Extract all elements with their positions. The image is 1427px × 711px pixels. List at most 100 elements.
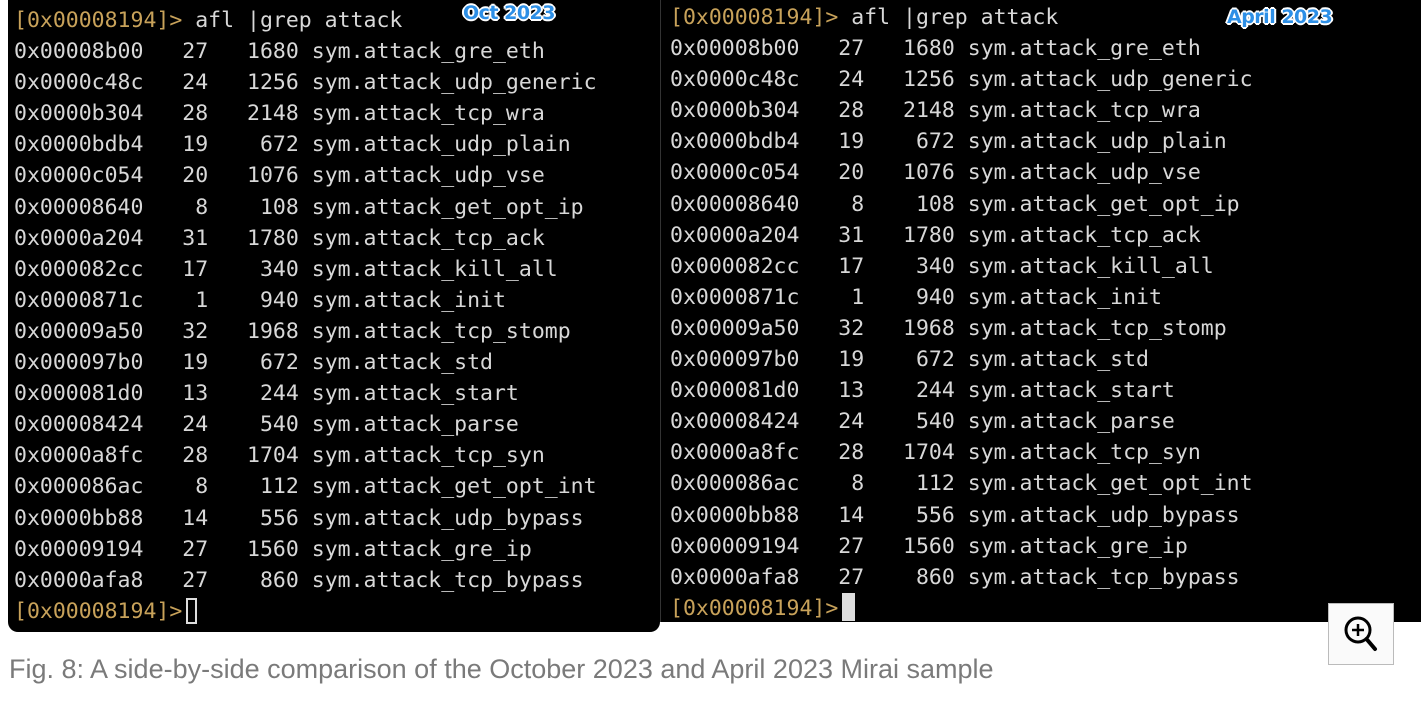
function-nbbs: 28 (838, 440, 865, 466)
function-address: 0x0000c48c (14, 70, 144, 96)
function-address: 0x000097b0 (14, 350, 144, 376)
function-nbbs: 17 (182, 256, 209, 282)
function-size: 540 (259, 412, 299, 438)
function-list: 0x00008b00 27 1680 sym.attack_gre_eth 0x0… (670, 33, 1253, 593)
function-row: 0x000086ac 8 112 sym.attack_get_opt_int (670, 468, 1253, 499)
function-address: 0x000082cc (670, 253, 800, 279)
figure-caption: Fig. 8: A side-by-side comparison of the… (9, 654, 994, 684)
function-size: 2148 (247, 101, 299, 127)
function-address: 0x0000b304 (14, 101, 144, 127)
function-name: sym.attack_std (311, 350, 493, 376)
function-address: 0x000081d0 (670, 378, 800, 404)
function-name: sym.attack_gre_eth (967, 36, 1201, 62)
function-name: sym.attack_tcp_bypass (967, 564, 1240, 590)
function-size: 112 (915, 471, 955, 497)
function-address: 0x0000871c (670, 284, 800, 310)
function-row: 0x00009194 27 1560 sym.attack_gre_ip (14, 534, 597, 565)
function-name: sym.attack_udp_plain (967, 129, 1227, 155)
prompt-line: [0x00008194]> (670, 592, 1253, 622)
function-row: 0x000086ac 8 112 sym.attack_get_opt_int (14, 471, 597, 502)
function-name: sym.attack_tcp_wra (311, 101, 545, 127)
prompt: [0x00008194]> (670, 595, 839, 621)
function-size: 340 (259, 256, 299, 282)
function-row: 0x0000c48c 24 1256 sym.attack_udp_generi… (14, 67, 597, 98)
function-address: 0x0000c48c (670, 67, 800, 93)
function-size: 108 (259, 194, 299, 220)
function-name: sym.attack_get_opt_ip (311, 194, 584, 220)
function-address: 0x0000a8fc (14, 443, 144, 469)
function-nbbs: 13 (182, 381, 209, 407)
prompt: [0x00008194]> (14, 8, 183, 33)
function-address: 0x000081d0 (14, 381, 144, 407)
function-nbbs: 28 (182, 443, 209, 469)
function-nbbs: 20 (838, 160, 865, 186)
function-name: sym.attack_gre_eth (311, 39, 545, 65)
function-name: sym.attack_tcp_syn (311, 443, 545, 469)
function-address: 0x00008b00 (670, 36, 800, 62)
function-name: sym.attack_init (967, 284, 1162, 310)
function-row: 0x00009a50 32 1968 sym.attack_tcp_stomp (670, 313, 1253, 344)
function-row: 0x0000afa8 27 860 sym.attack_tcp_bypass (14, 565, 597, 596)
function-row: 0x000082cc 17 340 sym.attack_kill_all (14, 254, 597, 285)
function-row: 0x0000871c 1 940 sym.attack_init (670, 282, 1253, 313)
function-size: 672 (915, 347, 955, 373)
function-size: 244 (915, 378, 955, 404)
function-name: sym.attack_init (311, 287, 506, 313)
function-nbbs: 8 (195, 194, 209, 220)
function-address: 0x0000a204 (14, 225, 144, 251)
function-row: 0x000097b0 19 672 sym.attack_std (14, 347, 597, 378)
function-nbbs: 17 (838, 253, 865, 279)
function-row: 0x0000bb88 14 556 sym.attack_udp_bypass (670, 500, 1253, 531)
function-address: 0x0000afa8 (670, 564, 800, 590)
function-nbbs: 27 (182, 536, 209, 562)
function-size: 1680 (903, 36, 955, 62)
function-address: 0x0000871c (14, 287, 144, 313)
function-nbbs: 32 (182, 318, 209, 344)
function-nbbs: 1 (195, 287, 209, 313)
function-address: 0x000097b0 (670, 347, 800, 373)
function-name: sym.attack_start (967, 378, 1175, 404)
function-size: 672 (915, 129, 955, 155)
function-row: 0x00008640 8 108 sym.attack_get_opt_ip (670, 189, 1253, 220)
function-nbbs: 14 (182, 505, 209, 531)
function-row: 0x0000871c 1 940 sym.attack_init (14, 285, 597, 316)
function-nbbs: 8 (195, 474, 209, 500)
function-name: sym.attack_get_opt_ip (967, 191, 1240, 217)
function-address: 0x000086ac (670, 471, 800, 497)
function-address: 0x00009194 (670, 533, 800, 559)
command-line: [0x00008194]> afl |grep attack (14, 5, 597, 36)
zoom-image-button[interactable] (1328, 603, 1394, 665)
function-name: sym.attack_parse (311, 412, 519, 438)
function-size: 112 (259, 474, 299, 500)
terminal-oct-2023: [0x00008194]> afl |grep attack 0x00008b0… (8, 0, 660, 632)
function-address: 0x0000bdb4 (14, 132, 144, 158)
prompt-line: [0x00008194]> (14, 596, 597, 627)
function-nbbs: 32 (838, 315, 865, 341)
function-nbbs: 19 (182, 350, 209, 376)
function-nbbs: 31 (182, 225, 209, 251)
function-name: sym.attack_gre_ip (311, 536, 532, 562)
function-nbbs: 27 (182, 567, 209, 593)
function-address: 0x0000bdb4 (670, 129, 800, 155)
function-size: 1968 (903, 315, 955, 341)
function-name: sym.attack_start (311, 381, 519, 407)
function-row: 0x0000bb88 14 556 sym.attack_udp_bypass (14, 503, 597, 534)
cursor (186, 597, 198, 624)
function-size: 556 (915, 502, 955, 528)
function-row: 0x0000a8fc 28 1704 sym.attack_tcp_syn (14, 440, 597, 471)
prompt: [0x00008194]> (14, 598, 183, 624)
function-address: 0x0000a204 (670, 222, 800, 248)
function-name: sym.attack_udp_generic (967, 67, 1253, 93)
function-row: 0x000082cc 17 340 sym.attack_kill_all (670, 251, 1253, 282)
function-address: 0x000086ac (14, 474, 144, 500)
function-address: 0x00009194 (14, 536, 144, 562)
function-address: 0x0000b304 (670, 98, 800, 124)
function-nbbs: 14 (838, 502, 865, 528)
function-row: 0x00008b00 27 1680 sym.attack_gre_eth (14, 36, 597, 67)
function-row: 0x0000a204 31 1780 sym.attack_tcp_ack (14, 223, 597, 254)
function-nbbs: 8 (851, 471, 865, 497)
function-nbbs: 19 (182, 132, 209, 158)
function-row: 0x0000a204 31 1780 sym.attack_tcp_ack (670, 220, 1253, 251)
function-nbbs: 24 (838, 67, 865, 93)
function-name: sym.attack_tcp_syn (967, 440, 1201, 466)
